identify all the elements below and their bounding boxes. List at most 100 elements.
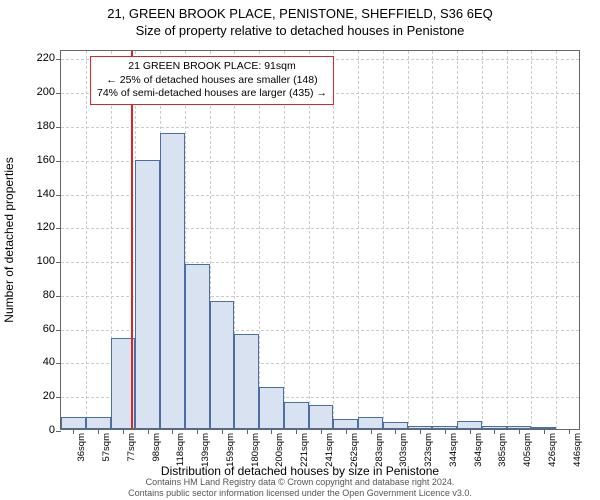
ytick-label: 120 (25, 221, 55, 233)
xtick-mark (222, 429, 223, 434)
xtick-mark (445, 429, 446, 434)
gridline-v (309, 51, 310, 429)
histogram-chart (60, 50, 580, 430)
xtick-mark (172, 429, 173, 434)
ytick-label: 100 (25, 255, 55, 267)
xtick-mark (98, 429, 99, 434)
histogram-bar (61, 417, 86, 429)
gridline-v (482, 51, 483, 429)
histogram-bar (259, 387, 284, 429)
info-line-1: 21 GREEN BROOK PLACE: 91sqm (97, 60, 327, 74)
histogram-bar (457, 421, 482, 429)
xtick-label: 283sqm (374, 433, 385, 467)
gridline-v (432, 51, 433, 429)
xtick-label: 118sqm (175, 433, 186, 466)
histogram-bar (383, 422, 408, 429)
xtick-mark (519, 429, 520, 434)
ytick-mark (56, 59, 61, 60)
xtick-label: 36sqm (76, 433, 87, 462)
ytick-mark (56, 397, 61, 398)
xtick-label: 303sqm (398, 433, 409, 467)
reference-vline (131, 51, 133, 429)
ytick-mark (56, 127, 61, 128)
xtick-label: 405sqm (522, 433, 533, 467)
ytick-label: 80 (25, 289, 55, 301)
ytick-label: 200 (25, 86, 55, 98)
xtick-label: 180sqm (250, 433, 261, 467)
histogram-bar (333, 419, 358, 429)
xtick-mark (470, 429, 471, 434)
histogram-bar (358, 417, 383, 429)
gridline-v (408, 51, 409, 429)
ytick-mark (56, 431, 61, 432)
ytick-label: 40 (25, 356, 55, 368)
gridline-v (457, 51, 458, 429)
xtick-label: 200sqm (274, 433, 285, 467)
page-title-2: Size of property relative to detached ho… (0, 21, 600, 38)
xtick-label: 364sqm (473, 433, 484, 467)
xtick-mark (420, 429, 421, 434)
histogram-bar (234, 334, 259, 429)
xtick-mark (395, 429, 396, 434)
xtick-mark (296, 429, 297, 434)
ytick-mark (56, 195, 61, 196)
histogram-bar (284, 402, 309, 429)
xtick-mark (569, 429, 570, 434)
y-axis-label: Number of detached properties (2, 157, 16, 322)
xtick-label: 323sqm (423, 433, 434, 467)
footer-line-1: Contains HM Land Registry data © Crown c… (0, 477, 600, 488)
ytick-label: 140 (25, 188, 55, 200)
xtick-label: 159sqm (225, 433, 236, 467)
gridline-v (259, 51, 260, 429)
xtick-mark (148, 429, 149, 434)
gridline-v (556, 51, 557, 429)
histogram-bar (210, 301, 235, 429)
gridline-v (507, 51, 508, 429)
gridline-v (284, 51, 285, 429)
footer-attribution: Contains HM Land Registry data © Crown c… (0, 477, 600, 499)
xtick-mark (494, 429, 495, 434)
gridline-v (333, 51, 334, 429)
info-line-2: ← 25% of detached houses are smaller (14… (97, 74, 327, 88)
ytick-label: 160 (25, 154, 55, 166)
ytick-mark (56, 363, 61, 364)
footer-line-2: Contains public sector information licen… (0, 488, 600, 499)
ytick-label: 0 (25, 424, 55, 436)
gridline-v (383, 51, 384, 429)
xtick-label: 241sqm (324, 433, 335, 467)
histogram-bar (160, 133, 185, 429)
xtick-mark (123, 429, 124, 434)
xtick-mark (371, 429, 372, 434)
ytick-label: 220 (25, 52, 55, 64)
xtick-label: 262sqm (349, 433, 360, 467)
xtick-mark (271, 429, 272, 434)
xtick-label: 221sqm (299, 433, 310, 467)
gridline-v (86, 51, 87, 429)
ytick-mark (56, 161, 61, 162)
histogram-bar (86, 417, 111, 429)
xtick-label: 426sqm (547, 433, 558, 467)
xtick-mark (197, 429, 198, 434)
xtick-label: 57sqm (101, 433, 112, 462)
histogram-bar (135, 160, 160, 429)
xtick-mark (544, 429, 545, 434)
ytick-mark (56, 262, 61, 263)
xtick-mark (247, 429, 248, 434)
gridline-v (531, 51, 532, 429)
xtick-label: 344sqm (448, 433, 459, 467)
ytick-label: 180 (25, 120, 55, 132)
xtick-mark (73, 429, 74, 434)
ytick-mark (56, 330, 61, 331)
info-line-3: 74% of semi-detached houses are larger (… (97, 87, 327, 101)
xtick-label: 385sqm (497, 433, 508, 467)
xtick-mark (346, 429, 347, 434)
gridline-v (358, 51, 359, 429)
ytick-mark (56, 296, 61, 297)
histogram-bar (309, 405, 334, 429)
gridline-h (61, 127, 579, 128)
xtick-mark (321, 429, 322, 434)
xtick-label: 77sqm (126, 433, 137, 462)
xtick-label: 98sqm (151, 433, 162, 462)
property-info-box: 21 GREEN BROOK PLACE: 91sqm ← 25% of det… (90, 56, 334, 105)
page-title-1: 21, GREEN BROOK PLACE, PENISTONE, SHEFFI… (0, 0, 600, 21)
